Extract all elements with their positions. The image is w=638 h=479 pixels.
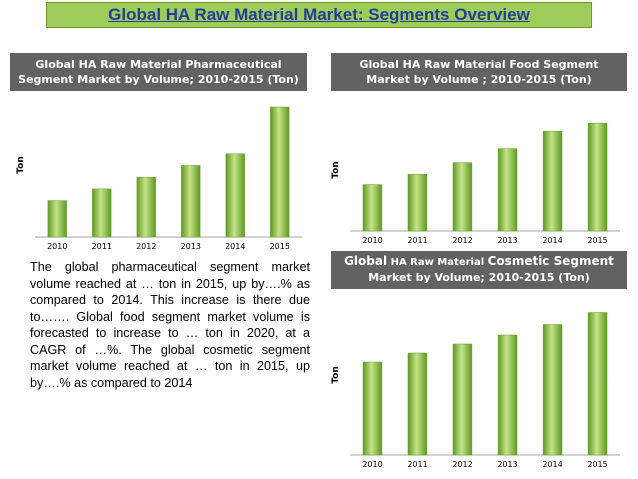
food-chart-header: Global HA Raw Material Food Segment Mark… xyxy=(331,53,627,91)
cosmetic-tick-label-2011: 2011 xyxy=(407,460,427,469)
cosmetic-tick-label-2010: 2010 xyxy=(362,460,382,469)
pharma-bar-2012 xyxy=(136,176,156,238)
pharma-bar-2011 xyxy=(92,188,112,238)
cosmetic-bar-2014 xyxy=(542,324,563,456)
food-tick-label-2014: 2014 xyxy=(542,236,562,245)
cosmetic-bar-2011 xyxy=(407,352,428,456)
summary-paragraph: The global pharmaceutical segment market… xyxy=(30,260,310,390)
food-bar-2011 xyxy=(407,173,428,232)
pharma-bar-2014 xyxy=(225,153,245,238)
pharma-tick-label-2011: 2011 xyxy=(92,242,112,251)
pharma-bar-chart: 2010 2011 2012 2013 2014 2015 Ton xyxy=(16,106,302,251)
cosmetic-header-part-d: Market by Volume; 2010-2015 (Ton) xyxy=(368,271,590,284)
cosmetic-header-part-c: Cosmetic Segment xyxy=(487,254,614,268)
cosmetic-bar-2015 xyxy=(587,312,608,456)
pharma-tick-label-2012: 2012 xyxy=(136,242,156,251)
cosmetic-bar-chart: 2010 2011 2012 2013 2014 2015 Ton xyxy=(331,312,620,469)
food-tick-label-2010: 2010 xyxy=(362,236,382,245)
pharma-tick-label-2013: 2013 xyxy=(181,242,201,251)
pharma-bar-2013 xyxy=(181,165,201,238)
cosmetic-header-part-a: Global xyxy=(344,254,388,268)
cosmetic-tick-label-2014: 2014 xyxy=(542,460,562,469)
food-tick-label-2015: 2015 xyxy=(587,236,607,245)
pharma-tick-label-2014: 2014 xyxy=(225,242,245,251)
food-bar-chart: 2010 2011 2012 2013 2014 2015 Ton xyxy=(331,122,620,245)
cosmetic-bar-2013 xyxy=(497,334,518,456)
food-bar-2012 xyxy=(452,162,473,232)
cosmetic-chart-header: Global HA Raw Material Cosmetic Segment … xyxy=(331,251,627,289)
cosmetic-header-part-b: HA Raw Material xyxy=(387,257,488,268)
pharma-chart-header: Global HA Raw Material Pharmaceutical Se… xyxy=(10,53,307,91)
pharma-bar-2015 xyxy=(270,106,290,238)
pharma-y-axis-label: Ton xyxy=(16,156,26,174)
cosmetic-tick-label-2012: 2012 xyxy=(452,460,472,469)
food-y-axis-label: Ton xyxy=(331,161,341,179)
food-bar-2010 xyxy=(362,184,383,232)
slide-title: Global HA Raw Material Market: Segments … xyxy=(108,5,530,24)
food-bar-2013 xyxy=(497,148,518,232)
food-tick-label-2011: 2011 xyxy=(407,236,427,245)
food-bar-2014 xyxy=(542,130,563,232)
food-tick-label-2013: 2013 xyxy=(497,236,517,245)
pharma-tick-label-2010: 2010 xyxy=(47,242,67,251)
food-bar-2015 xyxy=(587,122,608,232)
cosmetic-bar-2010 xyxy=(362,361,383,456)
cosmetic-y-axis-label: Ton xyxy=(331,366,341,384)
pharma-bar-2010 xyxy=(47,200,67,238)
slide-title-bar: Global HA Raw Material Market: Segments … xyxy=(46,2,592,28)
cosmetic-bar-2012 xyxy=(452,343,473,456)
cosmetic-tick-label-2015: 2015 xyxy=(587,460,607,469)
pharma-tick-label-2015: 2015 xyxy=(270,242,290,251)
cosmetic-tick-label-2013: 2013 xyxy=(497,460,517,469)
food-tick-label-2012: 2012 xyxy=(452,236,472,245)
